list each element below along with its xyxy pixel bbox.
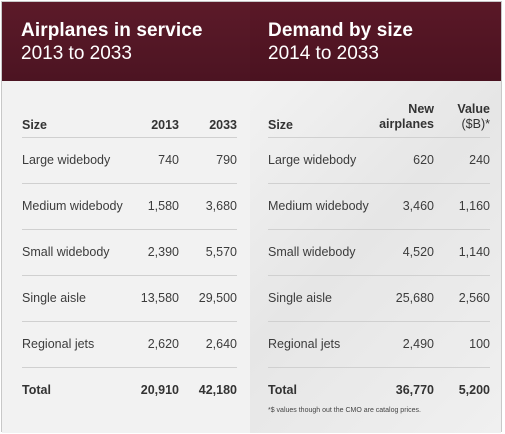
table-row: Medium widebody 3,460 1,160 <box>268 182 490 229</box>
row-value: 100 <box>434 320 490 367</box>
demand-by-size-table: Size New airplanes Value ($B)* Large wid… <box>268 91 490 413</box>
table-row: Small widebody 2,390 5,570 <box>22 228 237 275</box>
row-value: 1,160 <box>434 182 490 229</box>
col-size-header: Size <box>22 117 48 132</box>
row-2013: 1,580 <box>135 182 179 229</box>
table-header-row: Size New airplanes Value ($B)* <box>268 91 490 137</box>
row-value: 240 <box>434 136 490 183</box>
total-value: 5,200 <box>434 366 490 413</box>
total-row: Total 20,910 42,180 <box>22 366 237 413</box>
row-2033: 5,570 <box>179 228 237 275</box>
table-header-row: Size 2013 2033 <box>22 91 237 137</box>
table-row: Single aisle 25,680 2,560 <box>268 274 490 321</box>
row-2033: 2,640 <box>179 320 237 367</box>
row-2033: 3,680 <box>179 182 237 229</box>
total-label: Total <box>22 366 136 413</box>
row-value: 1,140 <box>434 228 490 275</box>
col-new-airplanes-header: New airplanes <box>375 91 434 137</box>
row-size: Single aisle <box>268 274 376 321</box>
table-row: Regional jets 2,620 2,640 <box>22 320 237 367</box>
footnote: *$ values though out the CMO are catalog… <box>268 407 421 414</box>
row-new-airplanes: 4,520 <box>375 228 434 275</box>
airplanes-in-service-title: Airplanes in service <box>21 20 203 41</box>
total-2013: 20,910 <box>135 366 179 413</box>
col-size-header: Size <box>268 117 294 132</box>
table-row: Large widebody 620 240 <box>268 136 490 183</box>
row-new-airplanes: 620 <box>375 136 434 183</box>
total-2033: 42,180 <box>179 366 237 413</box>
demand-by-size-header: Demand by size 2014 to 2033 <box>250 2 501 81</box>
airplanes-in-service-panel: Size 2013 2033 Large widebody 740 790 Me… <box>2 81 250 433</box>
row-2013: 2,390 <box>135 228 179 275</box>
row-size: Regional jets <box>22 320 136 367</box>
row-2013: 2,620 <box>135 320 179 367</box>
row-size: Large widebody <box>268 136 376 183</box>
demand-by-size-title: Demand by size <box>268 20 414 41</box>
table-row: Medium widebody 1,580 3,680 <box>22 182 237 229</box>
col-value-line1: Value <box>457 101 490 116</box>
airplanes-in-service-subtitle: 2013 to 2033 <box>21 43 132 64</box>
table-row: Small widebody 4,520 1,140 <box>268 228 490 275</box>
row-new-airplanes: 25,680 <box>375 274 434 321</box>
row-size: Small widebody <box>22 228 136 275</box>
row-2013: 740 <box>135 136 179 183</box>
col-value-header: Value ($B)* <box>434 91 490 137</box>
row-size: Small widebody <box>268 228 376 275</box>
table-row: Regional jets 2,490 100 <box>268 320 490 367</box>
col-2013-header: 2013 <box>151 117 179 132</box>
row-2013: 13,580 <box>135 274 179 321</box>
demand-by-size-subtitle: 2014 to 2033 <box>268 43 379 64</box>
row-size: Medium widebody <box>268 182 376 229</box>
airplanes-in-service-table: Size 2013 2033 Large widebody 740 790 Me… <box>22 91 237 413</box>
row-size: Single aisle <box>22 274 136 321</box>
row-size: Medium widebody <box>22 182 136 229</box>
col-2033-header: 2033 <box>209 117 237 132</box>
row-new-airplanes: 2,490 <box>375 320 434 367</box>
row-size: Regional jets <box>268 320 376 367</box>
row-value: 2,560 <box>434 274 490 321</box>
demand-by-size-panel: Size New airplanes Value ($B)* Large wid… <box>250 81 501 433</box>
header-bar: Airplanes in service 2013 to 2033 Demand… <box>2 2 501 81</box>
table-row: Single aisle 13,580 29,500 <box>22 274 237 321</box>
total-row: Total 36,770 5,200 <box>268 366 490 413</box>
table-row: Large widebody 740 790 <box>22 136 237 183</box>
col-new-airplanes-line2: airplanes <box>379 116 434 131</box>
col-new-airplanes-line1: New <box>408 101 434 116</box>
row-2033: 29,500 <box>179 274 237 321</box>
tables-body: Size 2013 2033 Large widebody 740 790 Me… <box>2 81 501 433</box>
airplanes-in-service-header: Airplanes in service 2013 to 2033 <box>2 2 250 81</box>
col-value-line2: ($B)* <box>461 116 490 131</box>
row-size: Large widebody <box>22 136 136 183</box>
total-label: Total <box>268 366 376 413</box>
row-new-airplanes: 3,460 <box>375 182 434 229</box>
row-2033: 790 <box>179 136 237 183</box>
total-new-airplanes: 36,770 <box>375 366 434 413</box>
